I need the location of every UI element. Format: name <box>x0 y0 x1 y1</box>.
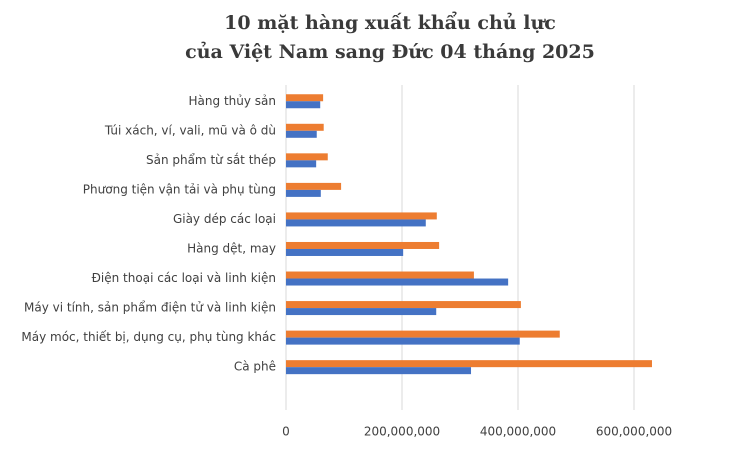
x-tick-label: 0 <box>282 425 290 439</box>
x-tick-label: 600,000,000 <box>596 425 672 439</box>
bar <box>286 153 328 161</box>
bar <box>286 337 520 345</box>
bar <box>286 248 404 256</box>
x-tick-label: 400,000,000 <box>480 425 556 439</box>
y-tick-label: Phương tiện vận tải và phụ tùng <box>83 182 276 196</box>
y-tick-label: Hàng thủy sản <box>189 94 276 108</box>
y-tick-label: Giày dép các loại <box>173 212 276 226</box>
bar <box>286 123 324 131</box>
y-tick-label: Hàng dệt, may <box>187 241 276 255</box>
chart-title: 10 mặt hàng xuất khẩu chủ lực <box>224 10 556 34</box>
bar <box>286 308 437 316</box>
bar <box>286 182 342 190</box>
y-tick-label: Máy vi tính, sản phẩm điện tử và linh ki… <box>24 301 276 315</box>
y-tick-label: Sản phẩm từ sắt thép <box>146 153 276 167</box>
bar <box>286 271 474 279</box>
y-tick-label: Điện thoại các loại và linh kiện <box>92 271 276 285</box>
y-tick-label: Máy móc, thiết bị, dụng cụ, phụ tùng khá… <box>21 330 276 344</box>
y-tick-label: Túi xách, ví, vali, mũ và ô dù <box>104 123 276 137</box>
bar <box>286 278 509 286</box>
bar <box>286 219 426 227</box>
bar <box>286 360 652 368</box>
bar <box>286 160 317 168</box>
bar <box>286 94 324 102</box>
bar <box>286 301 521 309</box>
bar <box>286 189 321 197</box>
bar <box>286 212 437 220</box>
bar <box>286 130 317 138</box>
bar <box>286 330 560 338</box>
bar <box>286 241 440 249</box>
y-tick-label: Cà phê <box>234 360 276 374</box>
bar <box>286 367 472 375</box>
bar <box>286 101 321 109</box>
chart-title: của Việt Nam sang Đức 04 tháng 2025 <box>185 41 595 63</box>
x-tick-label: 200,000,000 <box>364 425 440 439</box>
